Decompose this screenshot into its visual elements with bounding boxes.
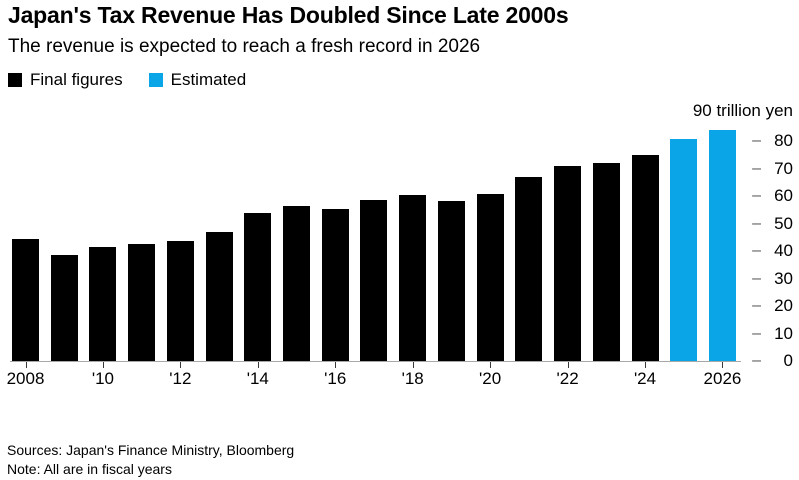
x-axis-tick-10 — [102, 362, 104, 368]
bar-2022 — [554, 165, 582, 361]
x-axis-label-16: '16 — [324, 369, 347, 388]
y-axis-tick-50: –50 — [752, 214, 793, 234]
x-axis-line — [10, 361, 741, 362]
x-axis-tick-2026 — [722, 362, 724, 368]
bar-2009 — [50, 254, 78, 361]
bar-2010 — [89, 247, 117, 361]
sources-text: Sources: Japan's Finance Ministry, Bloom… — [7, 442, 295, 458]
y-axis-tick-60: –60 — [752, 186, 793, 206]
bar-2016 — [321, 208, 349, 361]
y-axis-tick-30: –30 — [752, 269, 793, 289]
bar-2012 — [166, 240, 194, 361]
y-tick-value: 70 — [774, 158, 793, 178]
x-axis-label-2026: 2026 — [703, 369, 742, 388]
page-title: Japan's Tax Revenue Has Doubled Since La… — [8, 2, 569, 28]
y-tick-dash-icon: – — [752, 214, 761, 232]
y-tick-value: 10 — [774, 323, 793, 343]
bar-2025 — [670, 138, 698, 361]
note-text: Note: All are in fiscal years — [7, 460, 172, 477]
x-axis-tick-12 — [180, 362, 182, 368]
bar-2011 — [128, 243, 156, 361]
y-tick-value: 50 — [774, 213, 793, 233]
legend-item-final-figures: Final figures — [8, 70, 123, 90]
legend-item-estimated: Estimated — [148, 70, 247, 90]
y-axis-unit-label: 90 trillion yen — [692, 101, 793, 120]
bar-2024 — [631, 154, 659, 361]
y-tick-value: 60 — [774, 186, 793, 206]
y-tick-dash-icon: – — [752, 297, 761, 315]
y-tick-dash-icon: – — [752, 132, 761, 150]
chart-footer: Sources: Japan's Finance Ministry, Bloom… — [7, 441, 294, 478]
y-axis-tick-20: –20 — [752, 296, 793, 316]
bar-2020 — [476, 194, 504, 361]
bar-2018 — [399, 195, 427, 361]
legend-label-estimated: Estimated — [170, 70, 247, 89]
x-axis-label-12: '12 — [169, 369, 192, 388]
y-tick-dash-icon: – — [752, 269, 761, 287]
y-axis-tick-40: –40 — [752, 241, 793, 261]
bar-2014 — [244, 212, 272, 361]
y-tick-dash-icon: – — [752, 242, 761, 260]
x-axis-tick-16 — [335, 362, 337, 368]
x-axis-label-24: '24 — [633, 369, 657, 388]
y-tick-dash-icon: – — [752, 352, 761, 369]
x-axis-label-18: '18 — [401, 369, 424, 388]
y-tick-dash-icon: – — [752, 324, 761, 342]
bar-2026 — [708, 130, 736, 361]
y-tick-value: 20 — [774, 296, 793, 316]
x-axis-tick-14 — [257, 362, 259, 368]
chart-legend: Final figures Estimated — [8, 70, 246, 90]
x-axis-tick-18 — [412, 362, 414, 368]
y-tick-dash-icon: – — [752, 159, 761, 177]
x-axis-tick-22 — [567, 362, 569, 368]
x-axis-label-10: '10 — [91, 369, 115, 388]
bar-2013 — [205, 232, 233, 361]
bar-2021 — [515, 177, 543, 361]
y-tick-value: 30 — [774, 268, 793, 288]
estimated-swatch-icon — [148, 73, 163, 87]
y-axis-tick-70: –70 — [752, 159, 793, 179]
x-axis-label-14: '14 — [246, 369, 269, 388]
y-axis-tick-80: –80 — [752, 131, 793, 151]
bar-2015 — [283, 206, 311, 361]
x-axis-label-22: '22 — [556, 369, 579, 388]
y-axis-tick-0: –0 — [752, 351, 793, 371]
bar-2017 — [360, 199, 388, 361]
y-tick-dash-icon: – — [752, 187, 761, 205]
x-axis-tick-24 — [645, 362, 647, 368]
x-axis-tick-20 — [490, 362, 492, 368]
bar-2008 — [12, 239, 39, 361]
y-tick-value: 0 — [783, 351, 793, 370]
bar-2019 — [437, 200, 465, 361]
x-axis-tick-2008 — [25, 362, 27, 368]
bar-2023 — [592, 163, 620, 361]
y-axis-tick-10: –10 — [752, 324, 793, 344]
page-subtitle: The revenue is expected to reach a fresh… — [8, 36, 481, 57]
y-tick-value: 80 — [774, 131, 793, 151]
x-axis-label-20: '20 — [479, 369, 502, 388]
x-axis-label-2008: 2008 — [6, 369, 45, 388]
y-tick-value: 40 — [774, 241, 793, 261]
legend-label-final-figures: Final figures — [30, 70, 123, 89]
final-figures-swatch-icon — [8, 73, 22, 87]
